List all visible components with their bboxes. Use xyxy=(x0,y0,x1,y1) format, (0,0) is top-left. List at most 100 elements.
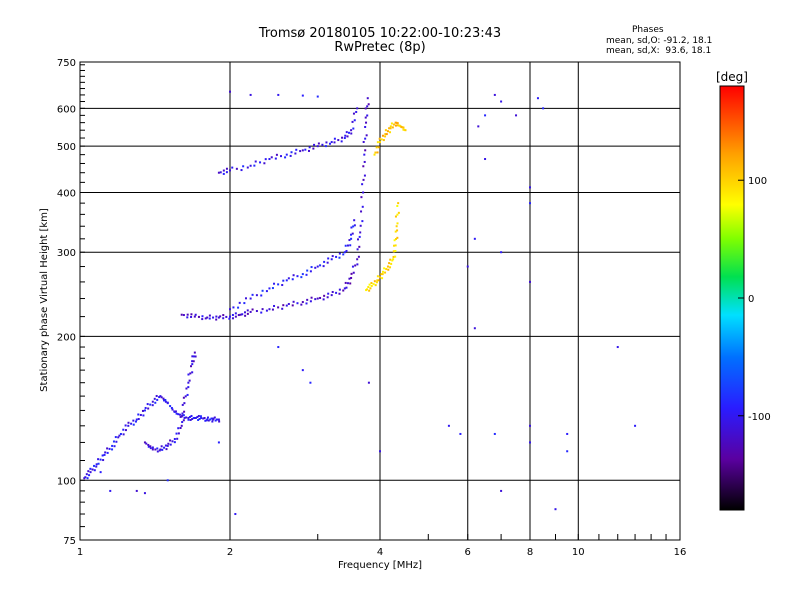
echo-point xyxy=(301,273,304,276)
echo-point xyxy=(281,307,284,310)
echo-point xyxy=(305,273,308,276)
echo-point xyxy=(181,421,184,424)
echo-point xyxy=(193,416,196,419)
echo-point xyxy=(350,132,353,135)
echo-point xyxy=(219,171,222,174)
echo-point xyxy=(127,424,130,427)
echo-point xyxy=(251,308,254,311)
echo-point xyxy=(515,114,518,117)
echo-point xyxy=(182,396,185,399)
echo-point xyxy=(325,141,328,144)
echo-point xyxy=(213,416,216,419)
echo-point xyxy=(160,445,163,448)
echo-point xyxy=(392,250,395,253)
echo-point xyxy=(402,126,405,129)
echo-point xyxy=(299,150,302,153)
echo-point xyxy=(529,441,531,444)
echo-point xyxy=(124,429,127,432)
echo-point xyxy=(358,245,361,248)
echo-point xyxy=(349,282,352,285)
echo-point xyxy=(166,401,169,404)
echo-point xyxy=(88,474,91,477)
echo-point xyxy=(345,286,348,289)
echo-point xyxy=(268,287,271,290)
echo-point xyxy=(217,418,220,421)
echo-point xyxy=(400,126,403,129)
echo-point xyxy=(342,289,345,292)
echo-point xyxy=(395,124,398,127)
echo-point xyxy=(173,410,176,413)
echo-point xyxy=(171,408,174,411)
echo-point xyxy=(351,232,354,235)
echo-point xyxy=(321,143,324,146)
echo-point xyxy=(366,97,369,100)
echo-point xyxy=(350,233,353,236)
echo-point xyxy=(394,215,397,218)
echo-point xyxy=(396,204,399,207)
echo-point xyxy=(234,315,237,318)
echo-point xyxy=(106,447,109,450)
echo-point xyxy=(190,365,193,368)
x-tick-label: 8 xyxy=(527,547,533,558)
echo-point xyxy=(484,114,487,117)
echo-point xyxy=(366,114,369,117)
x-tick-label: 6 xyxy=(465,547,471,558)
echo-point xyxy=(222,314,225,317)
echo-point xyxy=(350,276,353,279)
echo-point xyxy=(222,169,225,172)
echo-point xyxy=(268,158,271,161)
echo-point xyxy=(89,471,92,474)
echo-point xyxy=(186,313,189,316)
x-tick-label: 4 xyxy=(377,547,383,558)
echo-point xyxy=(124,424,127,427)
echo-point xyxy=(361,205,364,208)
echo-point xyxy=(193,315,196,318)
echo-point xyxy=(360,196,363,199)
echo-point xyxy=(287,277,290,280)
echo-point xyxy=(330,141,333,144)
echo-point xyxy=(342,253,345,256)
echo-point xyxy=(356,107,359,110)
echo-point xyxy=(384,129,387,132)
echo-point xyxy=(137,413,140,416)
x-axis-label: Frequency [MHz] xyxy=(338,560,422,571)
echo-point xyxy=(190,315,193,318)
echo-point xyxy=(330,258,333,261)
echo-point xyxy=(263,162,266,165)
echo-point xyxy=(394,244,397,247)
echo-point xyxy=(109,489,112,492)
echo-point xyxy=(155,394,158,397)
echo-point xyxy=(154,448,157,451)
x-tick-label: 1 xyxy=(77,547,83,558)
echo-point xyxy=(179,415,182,418)
echo-point xyxy=(314,266,317,269)
echo-point xyxy=(351,120,354,123)
echo-point xyxy=(259,161,262,164)
echo-point xyxy=(246,309,249,312)
echo-point xyxy=(385,268,388,271)
echo-point xyxy=(393,239,396,242)
echo-point xyxy=(166,444,169,447)
echo-point xyxy=(210,417,213,420)
echo-point xyxy=(364,116,367,119)
echo-point xyxy=(191,360,194,363)
echo-point xyxy=(225,171,228,174)
echo-point xyxy=(484,158,487,161)
echo-point xyxy=(196,415,199,418)
echo-point xyxy=(181,412,184,415)
echo-point xyxy=(367,103,370,106)
echo-point xyxy=(137,418,140,421)
echo-point xyxy=(396,122,399,125)
echo-point xyxy=(403,128,406,131)
echo-point xyxy=(284,156,287,159)
echo-point xyxy=(367,286,370,289)
echo-point xyxy=(396,124,399,127)
echo-point xyxy=(167,442,170,445)
y-axis-label: Stationary phase Virtual Height [km] xyxy=(39,208,50,392)
echo-point xyxy=(392,123,395,126)
echo-point xyxy=(232,306,235,309)
echo-point xyxy=(265,290,268,293)
echo-point xyxy=(394,121,397,124)
echo-point xyxy=(634,424,637,427)
echo-point xyxy=(270,156,273,159)
